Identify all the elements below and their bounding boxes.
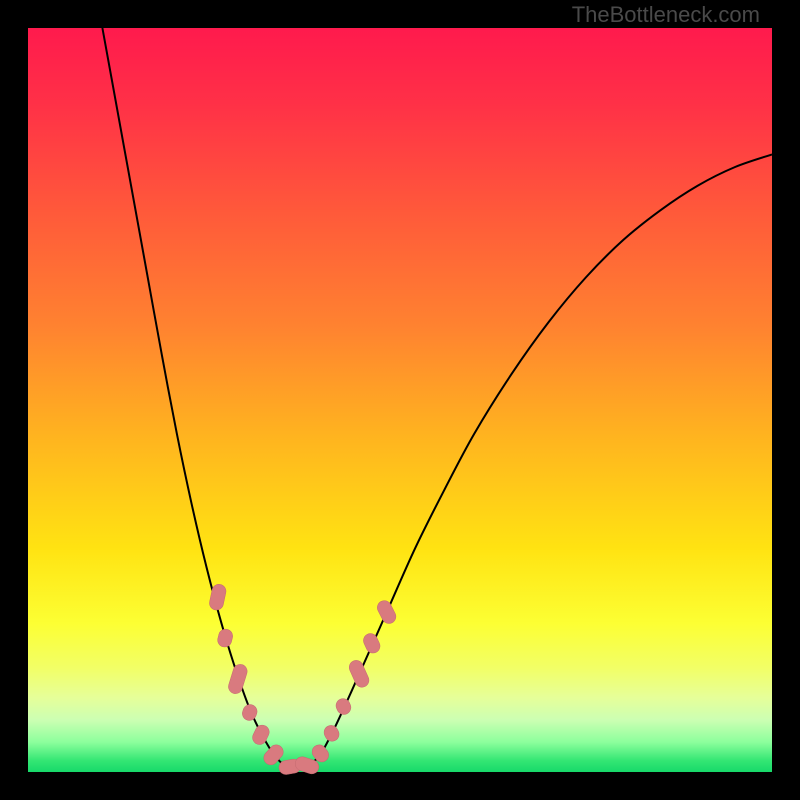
gradient-background [28,28,772,772]
plot-area [28,28,772,772]
chart-frame: TheBottleneck.com [0,0,800,800]
watermark-text: TheBottleneck.com [572,2,760,28]
chart-svg [28,28,772,772]
